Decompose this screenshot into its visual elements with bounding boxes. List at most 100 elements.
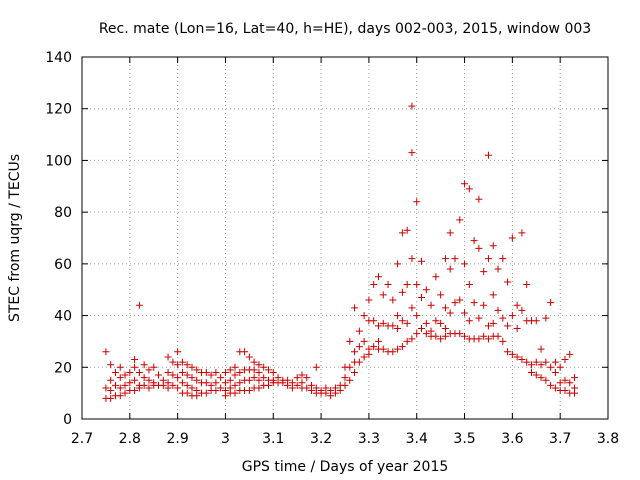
data-point bbox=[202, 379, 210, 387]
data-point bbox=[475, 195, 483, 203]
data-point bbox=[508, 234, 516, 242]
data-point bbox=[446, 229, 454, 237]
data-point bbox=[231, 389, 239, 397]
data-point bbox=[527, 368, 535, 376]
data-point bbox=[116, 384, 124, 392]
data-point bbox=[174, 374, 182, 382]
data-point bbox=[131, 387, 139, 395]
data-point bbox=[451, 299, 459, 307]
data-point bbox=[217, 384, 225, 392]
data-point bbox=[494, 306, 502, 314]
data-point bbox=[571, 389, 579, 397]
data-point bbox=[413, 198, 421, 206]
x-tick-label: 3.8 bbox=[597, 431, 619, 447]
data-point bbox=[446, 265, 454, 273]
data-point bbox=[336, 387, 344, 395]
data-point bbox=[489, 291, 497, 299]
data-point bbox=[542, 358, 550, 366]
data-point bbox=[432, 317, 440, 325]
data-point bbox=[107, 376, 115, 384]
data-point bbox=[126, 379, 134, 387]
data-point bbox=[250, 366, 258, 374]
data-point bbox=[480, 268, 488, 276]
data-point bbox=[456, 330, 464, 338]
data-point bbox=[370, 281, 378, 289]
x-tick-label: 3.5 bbox=[453, 431, 475, 447]
data-point bbox=[183, 381, 191, 389]
data-point bbox=[379, 319, 387, 327]
data-point bbox=[145, 376, 153, 384]
data-point bbox=[556, 379, 564, 387]
data-point bbox=[174, 348, 182, 356]
data-point bbox=[403, 226, 411, 234]
x-axis-title: GPS time / Days of year 2015 bbox=[242, 459, 449, 475]
data-point bbox=[260, 374, 268, 382]
data-point bbox=[542, 314, 550, 322]
data-point bbox=[279, 379, 287, 387]
data-point bbox=[107, 361, 115, 369]
data-point bbox=[394, 312, 402, 320]
data-point bbox=[183, 389, 191, 397]
data-point bbox=[499, 314, 507, 322]
data-point bbox=[494, 332, 502, 340]
data-point bbox=[293, 374, 301, 382]
data-point bbox=[484, 151, 492, 159]
data-point bbox=[508, 312, 516, 320]
data-point bbox=[389, 322, 397, 330]
data-point bbox=[183, 361, 191, 369]
data-point bbox=[547, 381, 555, 389]
data-point bbox=[465, 185, 473, 193]
data-point bbox=[532, 371, 540, 379]
data-point bbox=[121, 371, 129, 379]
data-point bbox=[365, 296, 373, 304]
data-point bbox=[303, 374, 311, 382]
data-point bbox=[178, 368, 186, 376]
y-tick-label: 40 bbox=[54, 309, 72, 325]
data-point bbox=[236, 379, 244, 387]
data-point bbox=[456, 216, 464, 224]
data-point bbox=[155, 371, 163, 379]
data-point bbox=[561, 356, 569, 364]
data-point bbox=[355, 358, 363, 366]
y-axis: 0 20 40 60 80 100 120 140 bbox=[45, 50, 608, 428]
data-point bbox=[408, 255, 416, 263]
x-tick-label: 3.3 bbox=[358, 431, 380, 447]
data-point bbox=[484, 335, 492, 343]
data-point bbox=[446, 309, 454, 317]
data-point bbox=[202, 389, 210, 397]
data-point bbox=[394, 345, 402, 353]
data-point bbox=[245, 387, 253, 395]
data-point bbox=[427, 301, 435, 309]
data-point bbox=[398, 288, 406, 296]
data-point bbox=[542, 376, 550, 384]
data-point bbox=[174, 384, 182, 392]
data-point bbox=[255, 384, 263, 392]
data-point bbox=[135, 301, 143, 309]
data-point bbox=[178, 379, 186, 387]
data-point bbox=[556, 363, 564, 371]
data-point bbox=[408, 102, 416, 110]
data-point bbox=[145, 384, 153, 392]
data-point bbox=[398, 229, 406, 237]
data-point bbox=[355, 343, 363, 351]
data-point bbox=[231, 371, 239, 379]
data-point bbox=[532, 358, 540, 366]
data-point bbox=[221, 392, 229, 400]
data-point bbox=[374, 322, 382, 330]
data-point bbox=[255, 376, 263, 384]
data-point bbox=[398, 317, 406, 325]
data-point bbox=[351, 348, 359, 356]
data-point bbox=[508, 350, 516, 358]
data-point bbox=[260, 363, 268, 371]
data-point bbox=[107, 387, 115, 395]
data-point bbox=[422, 319, 430, 327]
data-point bbox=[566, 350, 574, 358]
data-point bbox=[504, 322, 512, 330]
data-point bbox=[513, 325, 521, 332]
data-point bbox=[150, 363, 158, 371]
data-point bbox=[408, 304, 416, 312]
data-point bbox=[169, 358, 177, 366]
y-tick-label: 120 bbox=[45, 102, 72, 118]
data-point bbox=[159, 381, 167, 389]
